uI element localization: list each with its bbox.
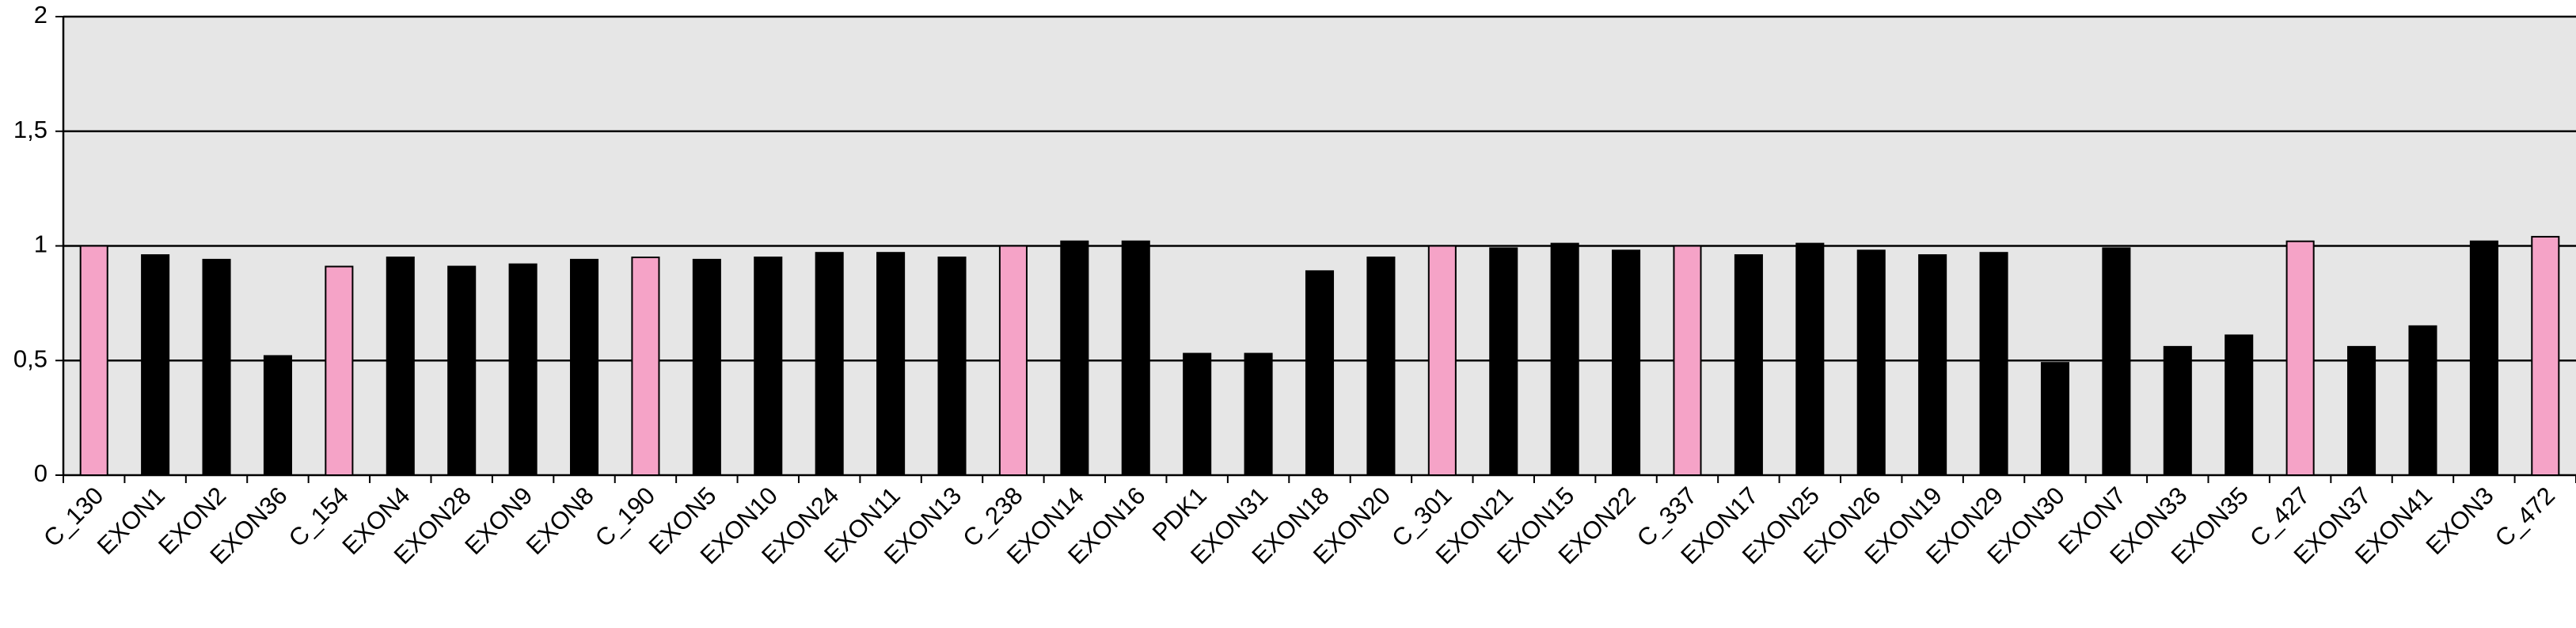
bar bbox=[631, 256, 660, 476]
bar bbox=[692, 258, 721, 476]
bar bbox=[2102, 247, 2131, 476]
y-tick-label: 1,5 bbox=[13, 116, 47, 143]
bar bbox=[325, 265, 354, 476]
bar bbox=[876, 252, 906, 476]
bar bbox=[754, 256, 783, 476]
bar bbox=[2040, 362, 2070, 476]
bar bbox=[202, 258, 231, 476]
y-tick-label: 0,5 bbox=[13, 344, 47, 372]
y-tick-label: 0 bbox=[34, 459, 47, 487]
bar bbox=[1244, 352, 1273, 476]
bar bbox=[1305, 270, 1335, 476]
bar bbox=[937, 256, 967, 476]
x-tick-label: C_472 bbox=[2490, 481, 2560, 552]
bar bbox=[2163, 345, 2192, 476]
bar bbox=[569, 258, 599, 476]
x-tick-label: EXON9 bbox=[459, 481, 538, 560]
bar bbox=[1489, 247, 1518, 476]
bar bbox=[1918, 254, 1947, 476]
bar bbox=[2531, 235, 2560, 476]
bar bbox=[2225, 334, 2254, 476]
bar bbox=[79, 245, 108, 476]
bar bbox=[1366, 256, 1396, 476]
bar bbox=[447, 265, 477, 476]
bar bbox=[1856, 249, 1886, 476]
bar bbox=[1550, 242, 1579, 476]
bar bbox=[508, 263, 538, 476]
x-tick-label: EXON8 bbox=[521, 481, 599, 560]
bar bbox=[386, 256, 415, 476]
bar bbox=[1979, 252, 2008, 476]
bar bbox=[2408, 325, 2437, 477]
bar bbox=[1673, 245, 1702, 476]
x-tick-label: EXON1 bbox=[92, 481, 170, 560]
bar bbox=[141, 254, 170, 476]
y-tick-label: 2 bbox=[34, 1, 47, 29]
bar bbox=[263, 355, 292, 476]
bar bbox=[2347, 345, 2377, 476]
bar bbox=[1734, 254, 1763, 476]
bar bbox=[815, 252, 844, 476]
bar bbox=[2285, 240, 2315, 476]
x-tick-label: EXON3 bbox=[2421, 481, 2499, 560]
bar bbox=[1121, 240, 1150, 476]
bar bbox=[1612, 249, 1641, 476]
bar bbox=[2469, 240, 2498, 476]
bar bbox=[998, 245, 1028, 476]
bar bbox=[1795, 242, 1825, 476]
bar bbox=[1183, 352, 1212, 476]
y-tick-label: 1 bbox=[34, 230, 47, 258]
bar bbox=[1060, 240, 1089, 476]
bar bbox=[1427, 245, 1457, 476]
